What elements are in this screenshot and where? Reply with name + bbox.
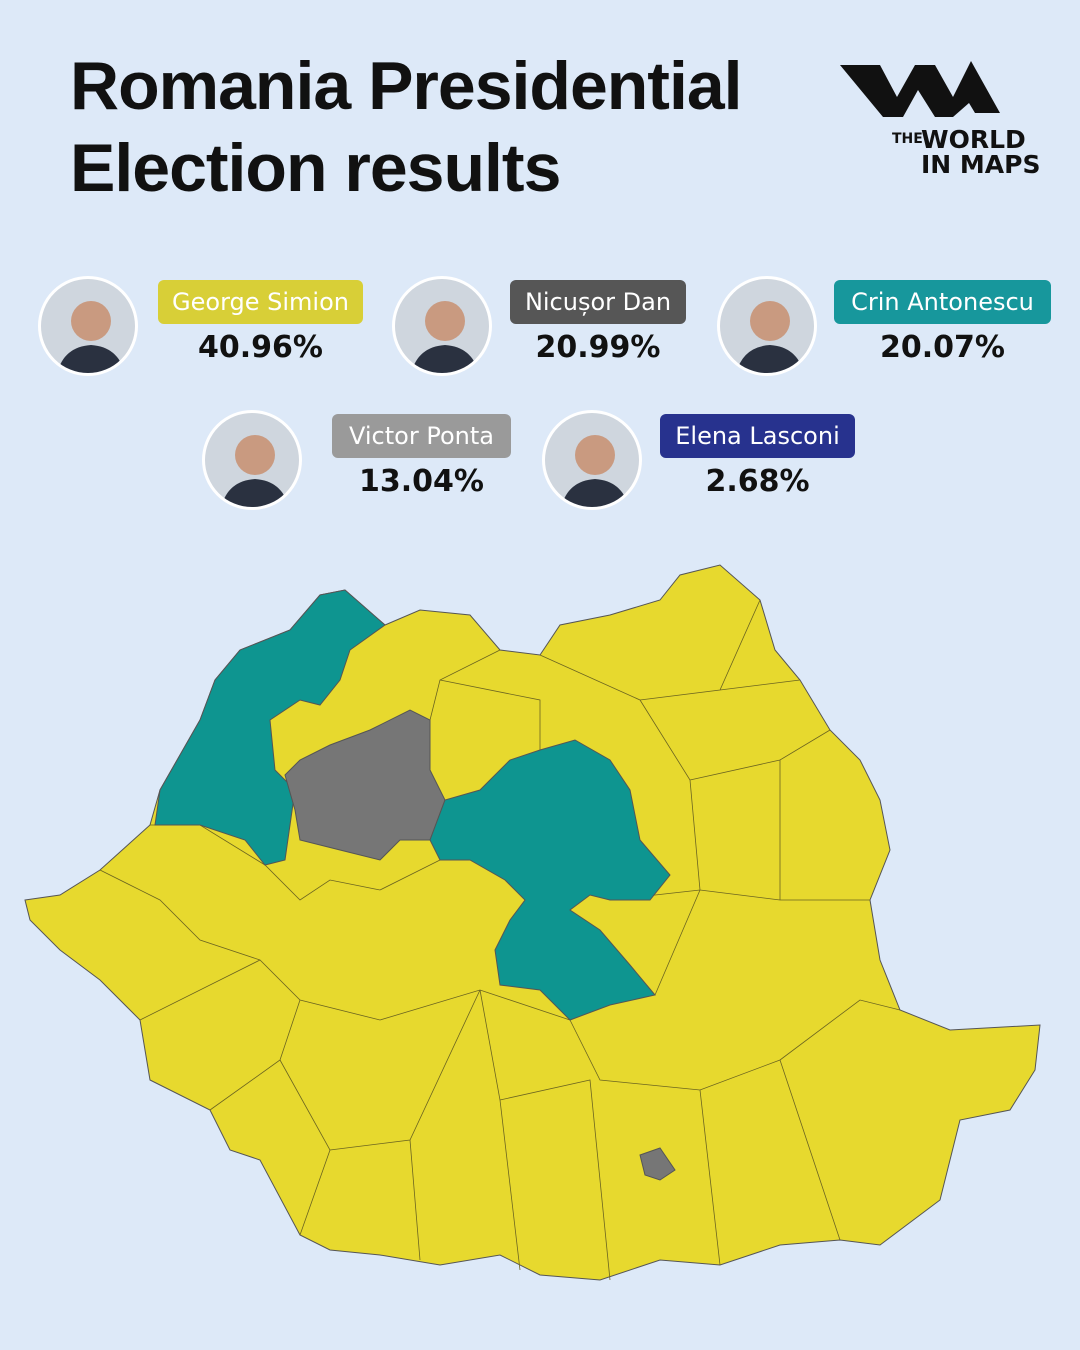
candidate-share: 13.04% [359,464,484,499]
county-region [429,739,671,1021]
candidate-photo [392,276,492,376]
candidate-photo [38,276,138,376]
candidate-share: 2.68% [705,464,810,499]
portrait [221,435,289,507]
title: Election results [70,130,561,206]
title: Romania Presidential [70,48,743,124]
county-region [639,1147,676,1181]
candidate-photo [717,276,817,376]
candidate-share: 20.07% [880,330,1005,365]
candidate-share: 40.96% [198,330,323,365]
candidate-name: George Simion [158,280,363,324]
county-borders [99,599,901,1281]
portrait [411,301,479,373]
logo-text: WORLD [921,125,1026,154]
portrait [561,435,629,507]
candidate-photo [542,410,642,510]
logo-text: THE [892,131,923,147]
county-region [154,589,386,866]
candidate-photo [202,410,302,510]
logo-text: IN MAPS [921,150,1040,179]
candidate-name: Victor Ponta [332,414,511,458]
portrait [736,301,804,373]
county-map [24,564,1041,1281]
candidate-name: Nicușor Dan [510,280,686,324]
portrait [57,301,125,373]
candidate-name: Crin Antonescu [834,280,1051,324]
logo-mark [840,61,1000,117]
candidate-name: Elena Lasconi [660,414,855,458]
candidate-share: 20.99% [535,330,661,365]
logo: THE WORLD IN MAPS [840,61,1040,179]
